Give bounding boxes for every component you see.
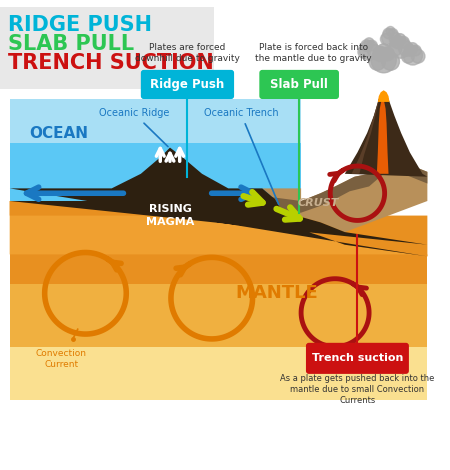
Circle shape: [399, 41, 414, 56]
Circle shape: [368, 45, 381, 58]
FancyBboxPatch shape: [306, 343, 409, 374]
Text: Oceanic Trench: Oceanic Trench: [203, 109, 279, 204]
Circle shape: [408, 43, 418, 52]
Text: RISING
MAGMA: RISING MAGMA: [146, 204, 194, 227]
Text: Plate is forced back into
the mantle due to gravity: Plate is forced back into the mantle due…: [256, 43, 372, 63]
Text: Slab Pull: Slab Pull: [270, 78, 328, 91]
Circle shape: [380, 33, 392, 45]
Circle shape: [381, 47, 394, 61]
Polygon shape: [10, 99, 301, 143]
Text: As a plate gets pushed back into the
mantle due to small Convection
Currents: As a plate gets pushed back into the man…: [280, 374, 435, 405]
Circle shape: [390, 37, 411, 58]
Polygon shape: [264, 162, 428, 212]
Circle shape: [389, 32, 401, 45]
Circle shape: [388, 29, 398, 38]
Circle shape: [369, 54, 386, 70]
Circle shape: [371, 47, 396, 73]
Text: CRUST: CRUST: [297, 198, 338, 208]
Polygon shape: [262, 162, 428, 232]
Polygon shape: [10, 216, 427, 283]
Polygon shape: [10, 283, 427, 347]
Circle shape: [411, 49, 425, 63]
Circle shape: [383, 28, 393, 39]
Polygon shape: [10, 99, 301, 201]
Text: SLAB PULL: SLAB PULL: [8, 34, 134, 54]
Text: Oceanic Ridge: Oceanic Ridge: [99, 109, 169, 147]
Circle shape: [391, 36, 404, 48]
Circle shape: [386, 26, 395, 35]
FancyBboxPatch shape: [141, 70, 234, 99]
Polygon shape: [351, 94, 382, 174]
Polygon shape: [377, 99, 388, 174]
Circle shape: [403, 46, 423, 65]
Polygon shape: [345, 94, 427, 177]
Circle shape: [358, 46, 370, 58]
Polygon shape: [378, 90, 390, 102]
Text: Plates are forced
downhill due to gravity: Plates are forced downhill due to gravit…: [135, 43, 240, 63]
Text: Ridge Push: Ridge Push: [150, 78, 225, 91]
Polygon shape: [10, 148, 427, 256]
Circle shape: [402, 50, 414, 63]
Text: Trench suction: Trench suction: [312, 353, 403, 363]
Circle shape: [360, 41, 379, 60]
Circle shape: [367, 40, 378, 51]
Circle shape: [388, 42, 402, 56]
Circle shape: [405, 45, 416, 56]
Text: RIDGE PUSH: RIDGE PUSH: [8, 15, 152, 34]
Circle shape: [382, 53, 400, 70]
Bar: [0, 7, 214, 89]
Circle shape: [410, 45, 421, 56]
Polygon shape: [10, 347, 427, 400]
Text: OCEAN: OCEAN: [29, 125, 88, 141]
Polygon shape: [10, 162, 427, 256]
Circle shape: [382, 29, 399, 47]
Circle shape: [397, 36, 409, 48]
Circle shape: [395, 34, 405, 44]
Text: MANTLE: MANTLE: [235, 284, 318, 302]
FancyBboxPatch shape: [259, 70, 339, 99]
Circle shape: [373, 46, 388, 62]
Polygon shape: [10, 162, 427, 256]
Circle shape: [378, 44, 390, 56]
Text: Convection
Current: Convection Current: [36, 349, 87, 369]
Circle shape: [364, 38, 374, 47]
Text: TRENCH SUCTION: TRENCH SUCTION: [8, 54, 213, 73]
Circle shape: [361, 40, 373, 51]
